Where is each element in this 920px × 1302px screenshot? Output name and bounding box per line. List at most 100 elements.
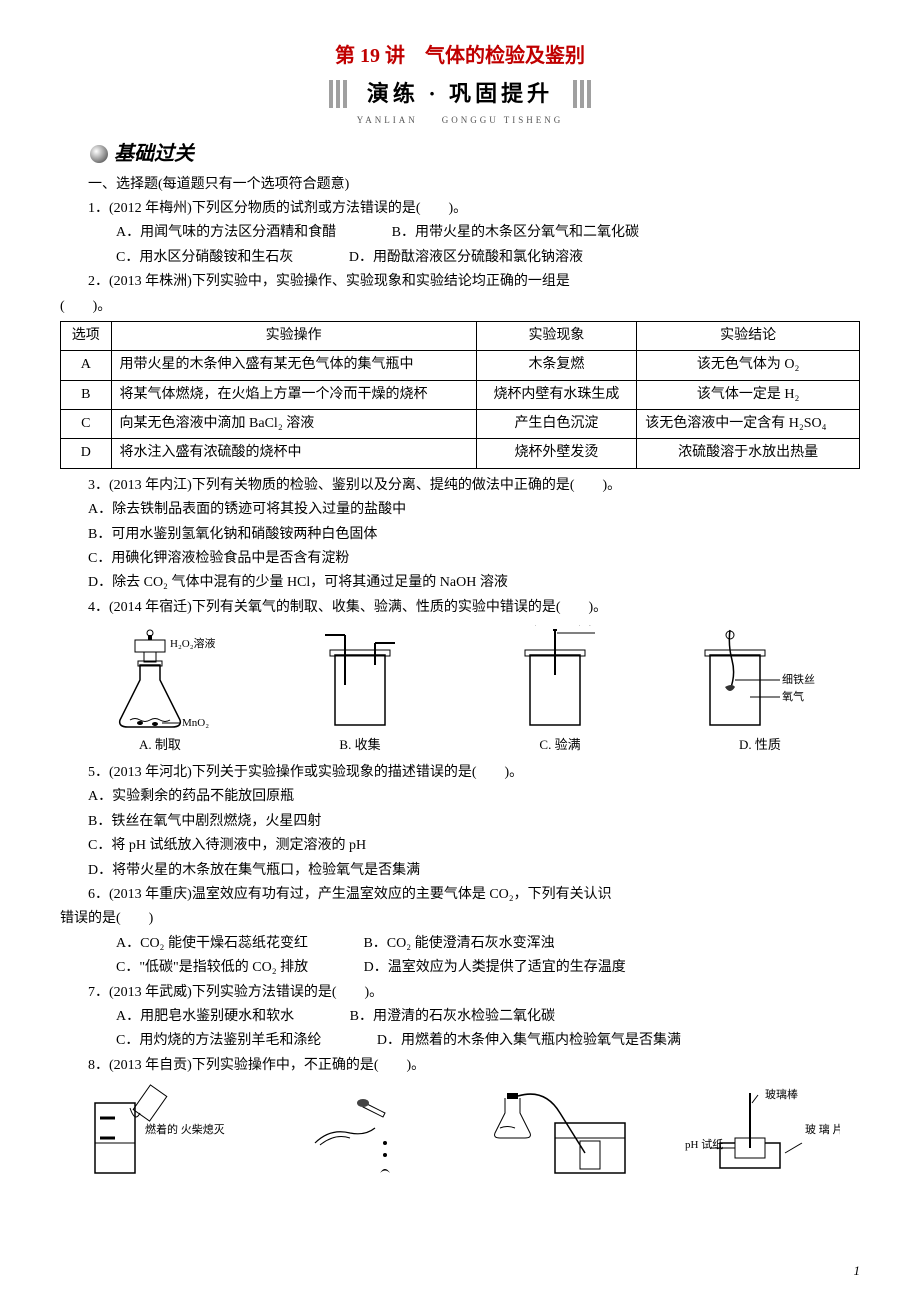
q6-stem-b: 错误的是( ) — [60, 908, 860, 930]
gas-collect-water-icon — [485, 1083, 635, 1183]
cell-op: 将水注入盛有浓硫酸的烧杯中 — [111, 439, 476, 468]
table-row: D 将水注入盛有浓硫酸的烧杯中 烧杯外壁发烫 浓硫酸溶于水放出热量 — [61, 439, 860, 468]
q8-figures: 燃着的 火柴熄灭 玻璃棒 p — [60, 1083, 860, 1183]
table-row: C 向某无色溶液中滴加 BaCl₂ 溶液 产生白色沉淀 该无色溶液中一定含有 H… — [61, 410, 860, 439]
q5-a: A．实验剩余的药品不能放回原瓶 — [60, 786, 860, 808]
dropper-icon — [295, 1083, 425, 1183]
q6-c: C．"低碳"是指较低的 CO₂ 排放 — [88, 957, 308, 979]
q5-stem: 5．(2013 年河北)下列关于实验操作或实验现象的描述错误的是( )。 — [60, 762, 860, 784]
section-dot-icon — [90, 145, 108, 163]
q7-b: B．用澄清的石灰水检验二氧化碳 — [322, 1006, 555, 1028]
q8-fig-a: 燃着的 火柴熄灭 — [60, 1083, 260, 1183]
q7-a: A．用肥皂水鉴别硬水和软水 — [88, 1006, 294, 1028]
cell-opt: C — [61, 410, 112, 439]
cell-opt: A — [61, 351, 112, 380]
table-row: A 用带火星的木条伸入盛有某无色气体的集气瓶中 木条复燃 该无色气体为 O₂ — [61, 351, 860, 380]
svg-text:H₂O₂溶液: H₂O₂溶液 — [170, 636, 216, 650]
cell-con: 该无色溶液中一定含有 H₂SO₄ — [637, 410, 860, 439]
q4-fig-b: B. 收集 — [260, 625, 460, 756]
q4-stem: 4．(2014 年宿迁)下列有关氧气的制取、收集、验满、性质的实验中错误的是( … — [60, 597, 860, 619]
q2-stem-a: 2．(2013 年株洲)下列实验中，实验操作、实验现象和实验结论均正确的一组是 — [60, 271, 860, 293]
q4-label-a: A. 制取 — [139, 735, 181, 756]
right-bars — [573, 80, 591, 108]
q7-c: C．用灼烧的方法鉴别羊毛和涤纶 — [88, 1030, 321, 1052]
svg-text:燃着的 火柴熄灭: 燃着的 火柴熄灭 — [145, 1122, 225, 1136]
cell-ph: 木条复燃 — [476, 351, 637, 380]
th-con: 实验结论 — [637, 321, 860, 350]
q5-d: D．将带火星的木条放在集气瓶口，检验氧气是否集满 — [60, 860, 860, 882]
svg-text:MnO₂: MnO₂ — [182, 717, 209, 729]
cell-ph: 烧杯内壁有水珠生成 — [476, 380, 637, 409]
q7-row1: A．用肥皂水鉴别硬水和软水 B．用澄清的石灰水检验二氧化碳 — [60, 1006, 860, 1028]
q3-stem: 3．(2013 年内江)下列有关物质的检验、鉴别以及分离、提纯的做法中正确的是(… — [60, 475, 860, 497]
left-bars — [329, 80, 347, 108]
section-title: 基础过关 — [114, 138, 194, 170]
q2-table: 选项 实验操作 实验现象 实验结论 A 用带火星的木条伸入盛有某无色气体的集气瓶… — [60, 321, 860, 469]
q7-d: D．用燃着的木条伸入集气瓶内检验氧气是否集满 — [349, 1030, 681, 1052]
cell-opt: B — [61, 380, 112, 409]
cell-op: 用带火星的木条伸入盛有某无色气体的集气瓶中 — [111, 351, 476, 380]
table-header-row: 选项 实验操作 实验现象 实验结论 — [61, 321, 860, 350]
bottle-collect-icon — [310, 625, 410, 735]
q3-a: A．除去铁制品表面的锈迹可将其投入过量的盐酸中 — [60, 499, 860, 521]
th-opt: 选项 — [61, 321, 112, 350]
q8-fig-d: 玻璃棒 pH 试纸 玻 璃 片 — [660, 1083, 860, 1183]
subtitle-pinyin: YANLIAN GONGGU TISHENG — [60, 113, 860, 127]
intro-line: 一、选择题(每道题只有一个选项符合题意) — [60, 174, 860, 196]
cell-op: 将某气体燃烧，在火焰上方罩一个冷而干燥的烧杯 — [111, 380, 476, 409]
cell-op: 向某无色溶液中滴加 BaCl₂ 溶液 — [111, 410, 476, 439]
q5-c: C．将 pH 试纸放入待测液中，测定溶液的 pH — [60, 835, 860, 857]
q6-row1: A．CO₂ 能使干燥石蕊纸花变红 B．CO₂ 能使澄清石灰水变浑浊 — [60, 933, 860, 955]
q4-label-d: D. 性质 — [739, 735, 781, 756]
cell-con: 该无色气体为 O₂ — [637, 351, 860, 380]
flask-icon: H₂O₂溶液 MnO₂ — [100, 625, 220, 735]
ph-paper-icon: 玻璃棒 pH 试纸 玻 璃 片 — [680, 1083, 840, 1183]
page-number: 1 — [854, 1261, 861, 1282]
svg-text:带火星的木条: 带火星的木条 — [530, 625, 596, 627]
q7-stem: 7．(2013 年武威)下列实验方法错误的是( )。 — [60, 982, 860, 1004]
q2-stem-b: ( )。 — [60, 296, 860, 318]
svg-text:pH 试纸: pH 试纸 — [685, 1138, 723, 1151]
th-op: 实验操作 — [111, 321, 476, 350]
bottle-property-icon: 细铁丝 氧气 — [690, 625, 830, 735]
q8-fig-b — [260, 1083, 460, 1183]
q1-row2: C．用水区分硝酸铵和生石灰 D．用酚酞溶液区分硫酸和氯化钠溶液 — [60, 247, 860, 269]
svg-text:氧气: 氧气 — [782, 689, 804, 703]
q4-label-b: B. 收集 — [339, 735, 380, 756]
q5-b: B．铁丝在氧气中剧烈燃烧，火星四射 — [60, 811, 860, 833]
q1-d: D．用酚酞溶液区分硫酸和氯化钠溶液 — [321, 247, 583, 269]
q1-row1: A．用闻气味的方法区分酒精和食醋 B．用带火星的木条区分氧气和二氧化碳 — [60, 222, 860, 244]
q1-stem: 1．(2012 年梅州)下列区分物质的试剂或方法错误的是( )。 — [60, 198, 860, 220]
cell-ph: 烧杯外壁发烫 — [476, 439, 637, 468]
q1-a: A．用闻气味的方法区分酒精和食醋 — [88, 222, 336, 244]
q6-b: B．CO₂ 能使澄清石灰水变浑浊 — [335, 933, 554, 955]
q6-stem-a: 6．(2013 年重庆)温室效应有功有过，产生温室效应的主要气体是 CO₂，下列… — [60, 884, 860, 906]
q3-d: D．除去 CO₂ 气体中混有的少量 HCl，可将其通过足量的 NaOH 溶液 — [60, 572, 860, 594]
q7-row2: C．用灼烧的方法鉴别羊毛和涤纶 D．用燃着的木条伸入集气瓶内检验氧气是否集满 — [60, 1030, 860, 1052]
q4-fig-c: 带火星的木条 C. 验满 — [460, 625, 660, 756]
q6-row2: C．"低碳"是指较低的 CO₂ 排放 D．温室效应为人类提供了适宜的生存温度 — [60, 957, 860, 979]
q3-c: C．用碘化钾溶液检验食品中是否含有淀粉 — [60, 548, 860, 570]
cell-con: 浓硫酸溶于水放出热量 — [637, 439, 860, 468]
q8-fig-c — [460, 1083, 660, 1183]
bottle-verify-icon: 带火星的木条 — [495, 625, 625, 735]
lesson-title: 第 19 讲 气体的检验及鉴别 — [60, 40, 860, 72]
section-header: 基础过关 — [90, 138, 860, 170]
subtitle: 演练 · 巩固提升 — [367, 76, 553, 111]
subtitle-row: 演练 · 巩固提升 — [60, 76, 860, 111]
q4-fig-d: 细铁丝 氧气 D. 性质 — [660, 625, 860, 756]
q6-a: A．CO₂ 能使干燥石蕊纸花变红 — [88, 933, 308, 955]
q3-b: B．可用水鉴别氢氧化钠和硝酸铵两种白色固体 — [60, 524, 860, 546]
cell-con: 该气体一定是 H₂ — [637, 380, 860, 409]
q4-figures: H₂O₂溶液 MnO₂ A. 制取 B. 收集 带火星的木条 C. 验满 — [60, 625, 860, 756]
table-row: B 将某气体燃烧，在火焰上方罩一个冷而干燥的烧杯 烧杯内壁有水珠生成 该气体一定… — [61, 380, 860, 409]
svg-text:玻 璃 片: 玻 璃 片 — [805, 1122, 840, 1136]
q6-d: D．温室效应为人类提供了适宜的生存温度 — [336, 957, 626, 979]
q4-label-c: C. 验满 — [539, 735, 580, 756]
th-ph: 实验现象 — [476, 321, 637, 350]
svg-text:玻璃棒: 玻璃棒 — [765, 1087, 798, 1101]
cell-ph: 产生白色沉淀 — [476, 410, 637, 439]
co2-pour-icon: 燃着的 火柴熄灭 — [85, 1083, 235, 1183]
q8-stem: 8．(2013 年自贡)下列实验操作中，不正确的是( )。 — [60, 1055, 860, 1077]
svg-text:细铁丝: 细铁丝 — [782, 673, 815, 686]
